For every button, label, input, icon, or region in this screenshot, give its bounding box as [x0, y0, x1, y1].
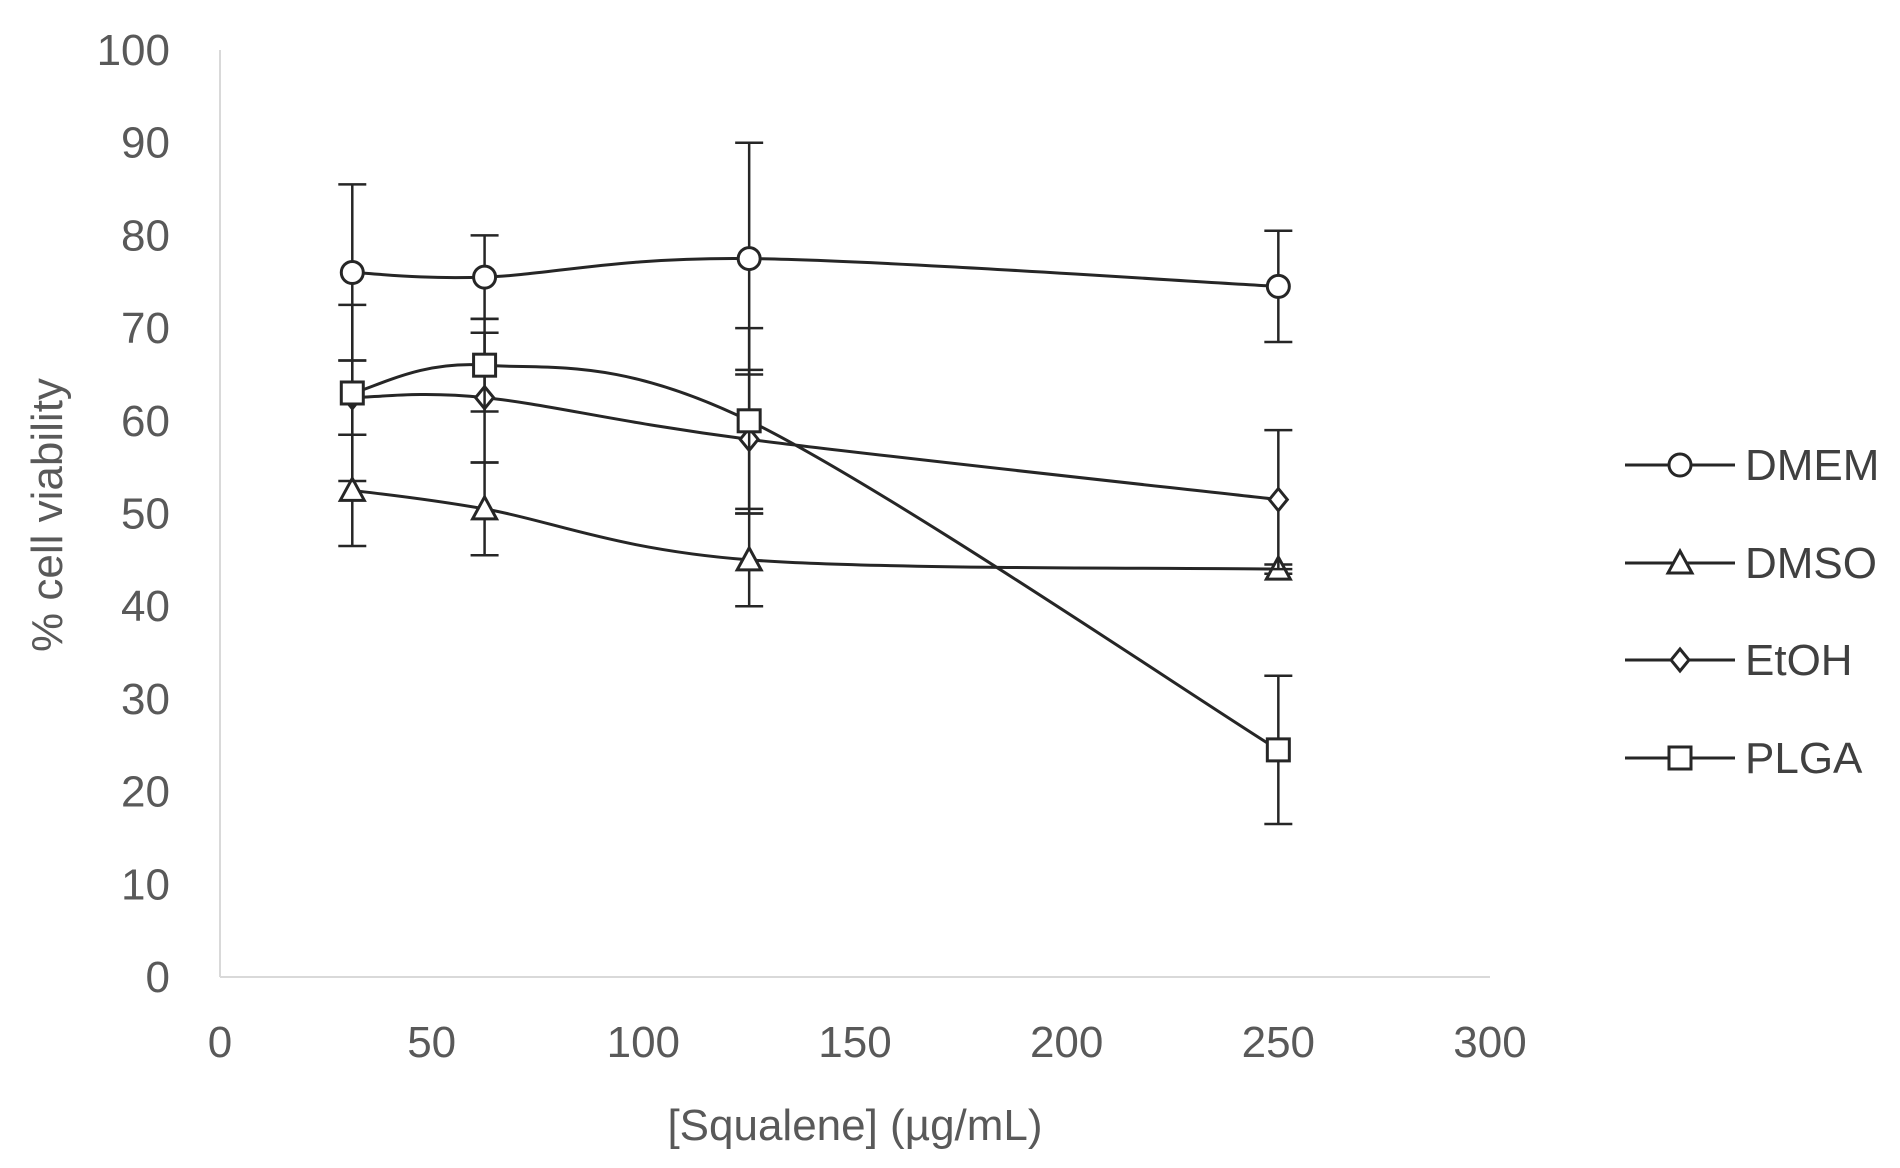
y-tick-label: 60 [121, 397, 170, 446]
y-axis-title: % cell viability [23, 378, 72, 652]
x-tick-label: 250 [1242, 1018, 1315, 1067]
y-tick-label: 40 [121, 582, 170, 631]
x-axis-title: [Squalene] (µg/mL) [667, 1101, 1042, 1150]
y-tick-label: 30 [121, 675, 170, 724]
x-tick-label: 0 [208, 1018, 232, 1067]
y-tick-label: 50 [121, 490, 170, 539]
x-tick-label: 100 [607, 1018, 680, 1067]
legend-item-dmso: DMSO [1625, 539, 1877, 588]
legend-label: DMEM [1745, 441, 1879, 490]
legend: DMEM DMSO EtOH PLGA [1625, 441, 1879, 783]
y-tick-label: 90 [121, 119, 170, 168]
y-tick-label: 0 [146, 953, 170, 1002]
x-tick-label: 300 [1453, 1018, 1526, 1067]
x-tick-label: 150 [818, 1018, 891, 1067]
y-tick-label: 70 [121, 304, 170, 353]
series-plga [338, 303, 1293, 826]
y-tick-label: 20 [121, 768, 170, 817]
legend-item-etoh: EtOH [1625, 636, 1853, 685]
series-dmso [337, 433, 1293, 608]
data-point-circle [339, 259, 365, 285]
legend-marker-square [1667, 745, 1693, 771]
legend-label: EtOH [1745, 636, 1853, 685]
data-point-circle [472, 264, 498, 290]
legend-item-plga: PLGA [1625, 734, 1863, 783]
plot-area [337, 141, 1293, 826]
x-tick-label: 50 [407, 1018, 456, 1067]
y-tick-labels: 0 10 20 30 40 50 60 70 80 90 100 [97, 26, 170, 1002]
data-point-square [339, 380, 365, 406]
data-point-square [472, 352, 498, 378]
data-point-square [1265, 737, 1291, 763]
data-point-triangle [470, 493, 500, 521]
legend-label: DMSO [1745, 539, 1877, 588]
data-point-square [736, 408, 762, 434]
series-line [352, 393, 1279, 502]
series-line [351, 363, 1280, 752]
data-point-triangle [337, 475, 367, 502]
series-line [352, 488, 1279, 571]
series-dmem [338, 141, 1293, 376]
y-tick-label: 80 [121, 211, 170, 260]
legend-marker-triangle [1665, 547, 1695, 575]
legend-marker-circle [1667, 452, 1693, 478]
axes [219, 50, 1490, 978]
x-tick-label: 200 [1030, 1018, 1103, 1067]
data-point-circle [1265, 273, 1291, 299]
data-point-triangle [734, 544, 764, 572]
series-line [352, 256, 1279, 288]
data-point-diamond [1267, 486, 1290, 513]
legend-label: PLGA [1745, 734, 1863, 783]
y-tick-label: 100 [97, 26, 170, 75]
y-tick-label: 10 [121, 860, 170, 909]
legend-item-dmem: DMEM [1625, 441, 1879, 490]
legend-marker-diamond [1669, 646, 1691, 674]
x-tick-labels: 0 50 100 150 200 250 300 [208, 1018, 1527, 1067]
data-point-circle [736, 246, 762, 272]
